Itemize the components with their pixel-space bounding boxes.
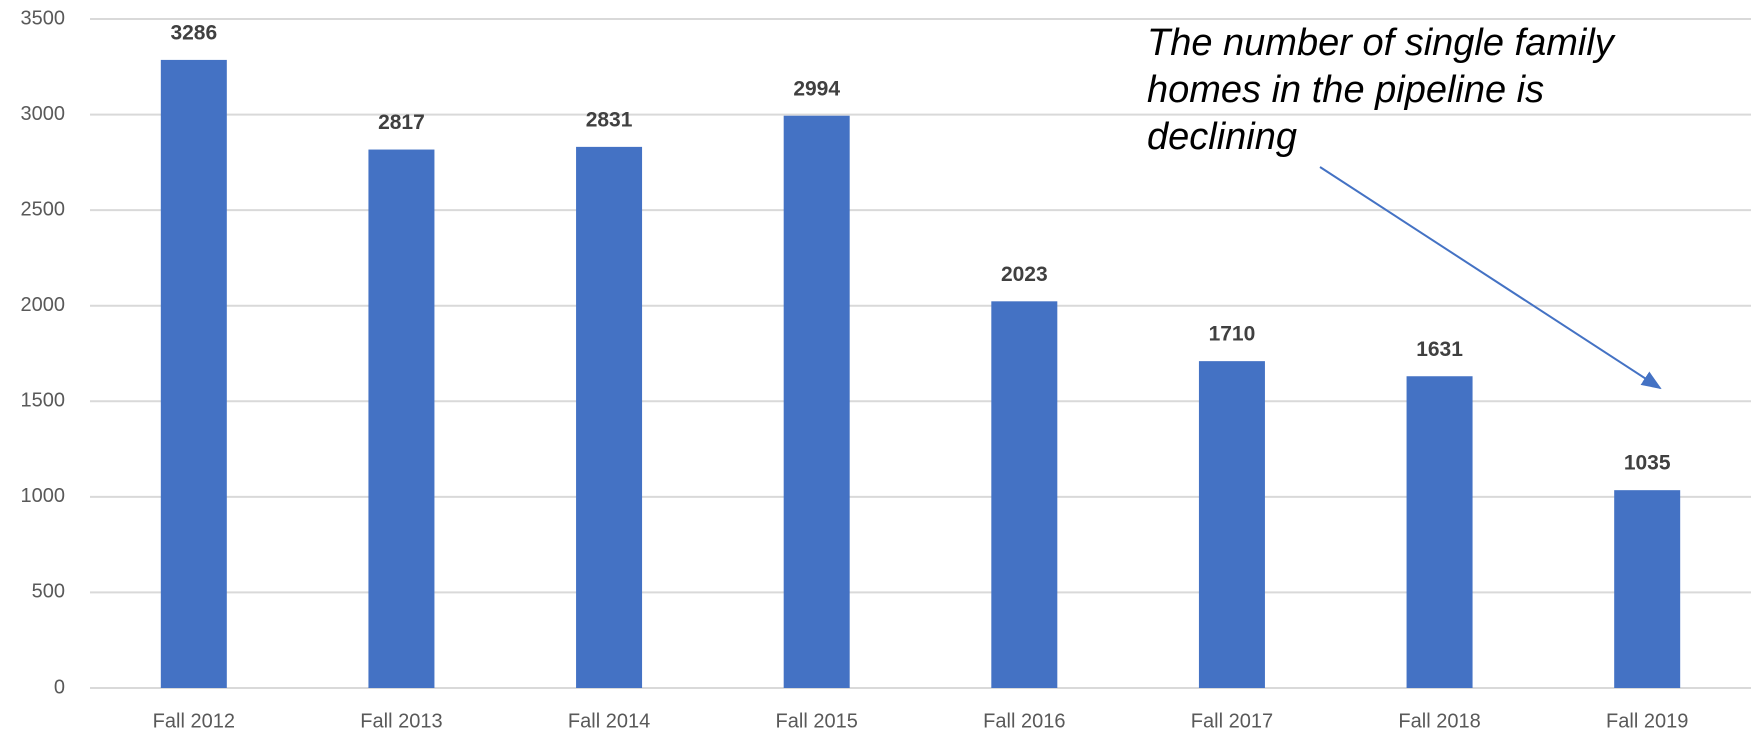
y-tick-label: 500 [32,581,65,603]
y-tick-label: 1000 [21,485,66,507]
annotation: The number of single family homes in the… [1147,22,1614,158]
bar [1198,361,1265,688]
x-tick-label: Fall 2017 [1191,710,1273,732]
bar [991,301,1058,688]
y-tick-label: 3000 [21,103,66,125]
value-label: 1631 [1416,338,1463,361]
bar [368,149,435,689]
y-tick-label: 0 [54,676,65,698]
bar [1614,490,1681,688]
y-tick-label: 2000 [21,294,66,316]
y-tick-label: 2500 [21,198,66,220]
y-tick-label: 3500 [21,7,66,29]
value-label: 3286 [170,21,217,44]
x-tick-label: Fall 2013 [360,710,442,732]
bar [1406,376,1473,688]
arrow [1319,166,1662,390]
bar [576,146,643,688]
value-label: 2994 [793,77,840,100]
x-tick-label: Fall 2014 [568,710,650,732]
x-tick-label: Fall 2012 [153,710,235,732]
value-label: 2023 [1001,263,1048,286]
value-label: 1710 [1209,323,1256,346]
x-tick-label: Fall 2018 [1398,710,1480,732]
bar [783,115,850,689]
y-tick-label: 1500 [21,390,66,412]
value-label: 2831 [586,108,633,131]
bar [160,59,227,689]
x-tick-label: Fall 2016 [983,710,1065,732]
x-tick-label: Fall 2019 [1606,710,1688,732]
value-label: 2817 [378,111,425,134]
x-tick-label: Fall 2015 [776,710,858,732]
value-label: 1035 [1624,452,1671,475]
